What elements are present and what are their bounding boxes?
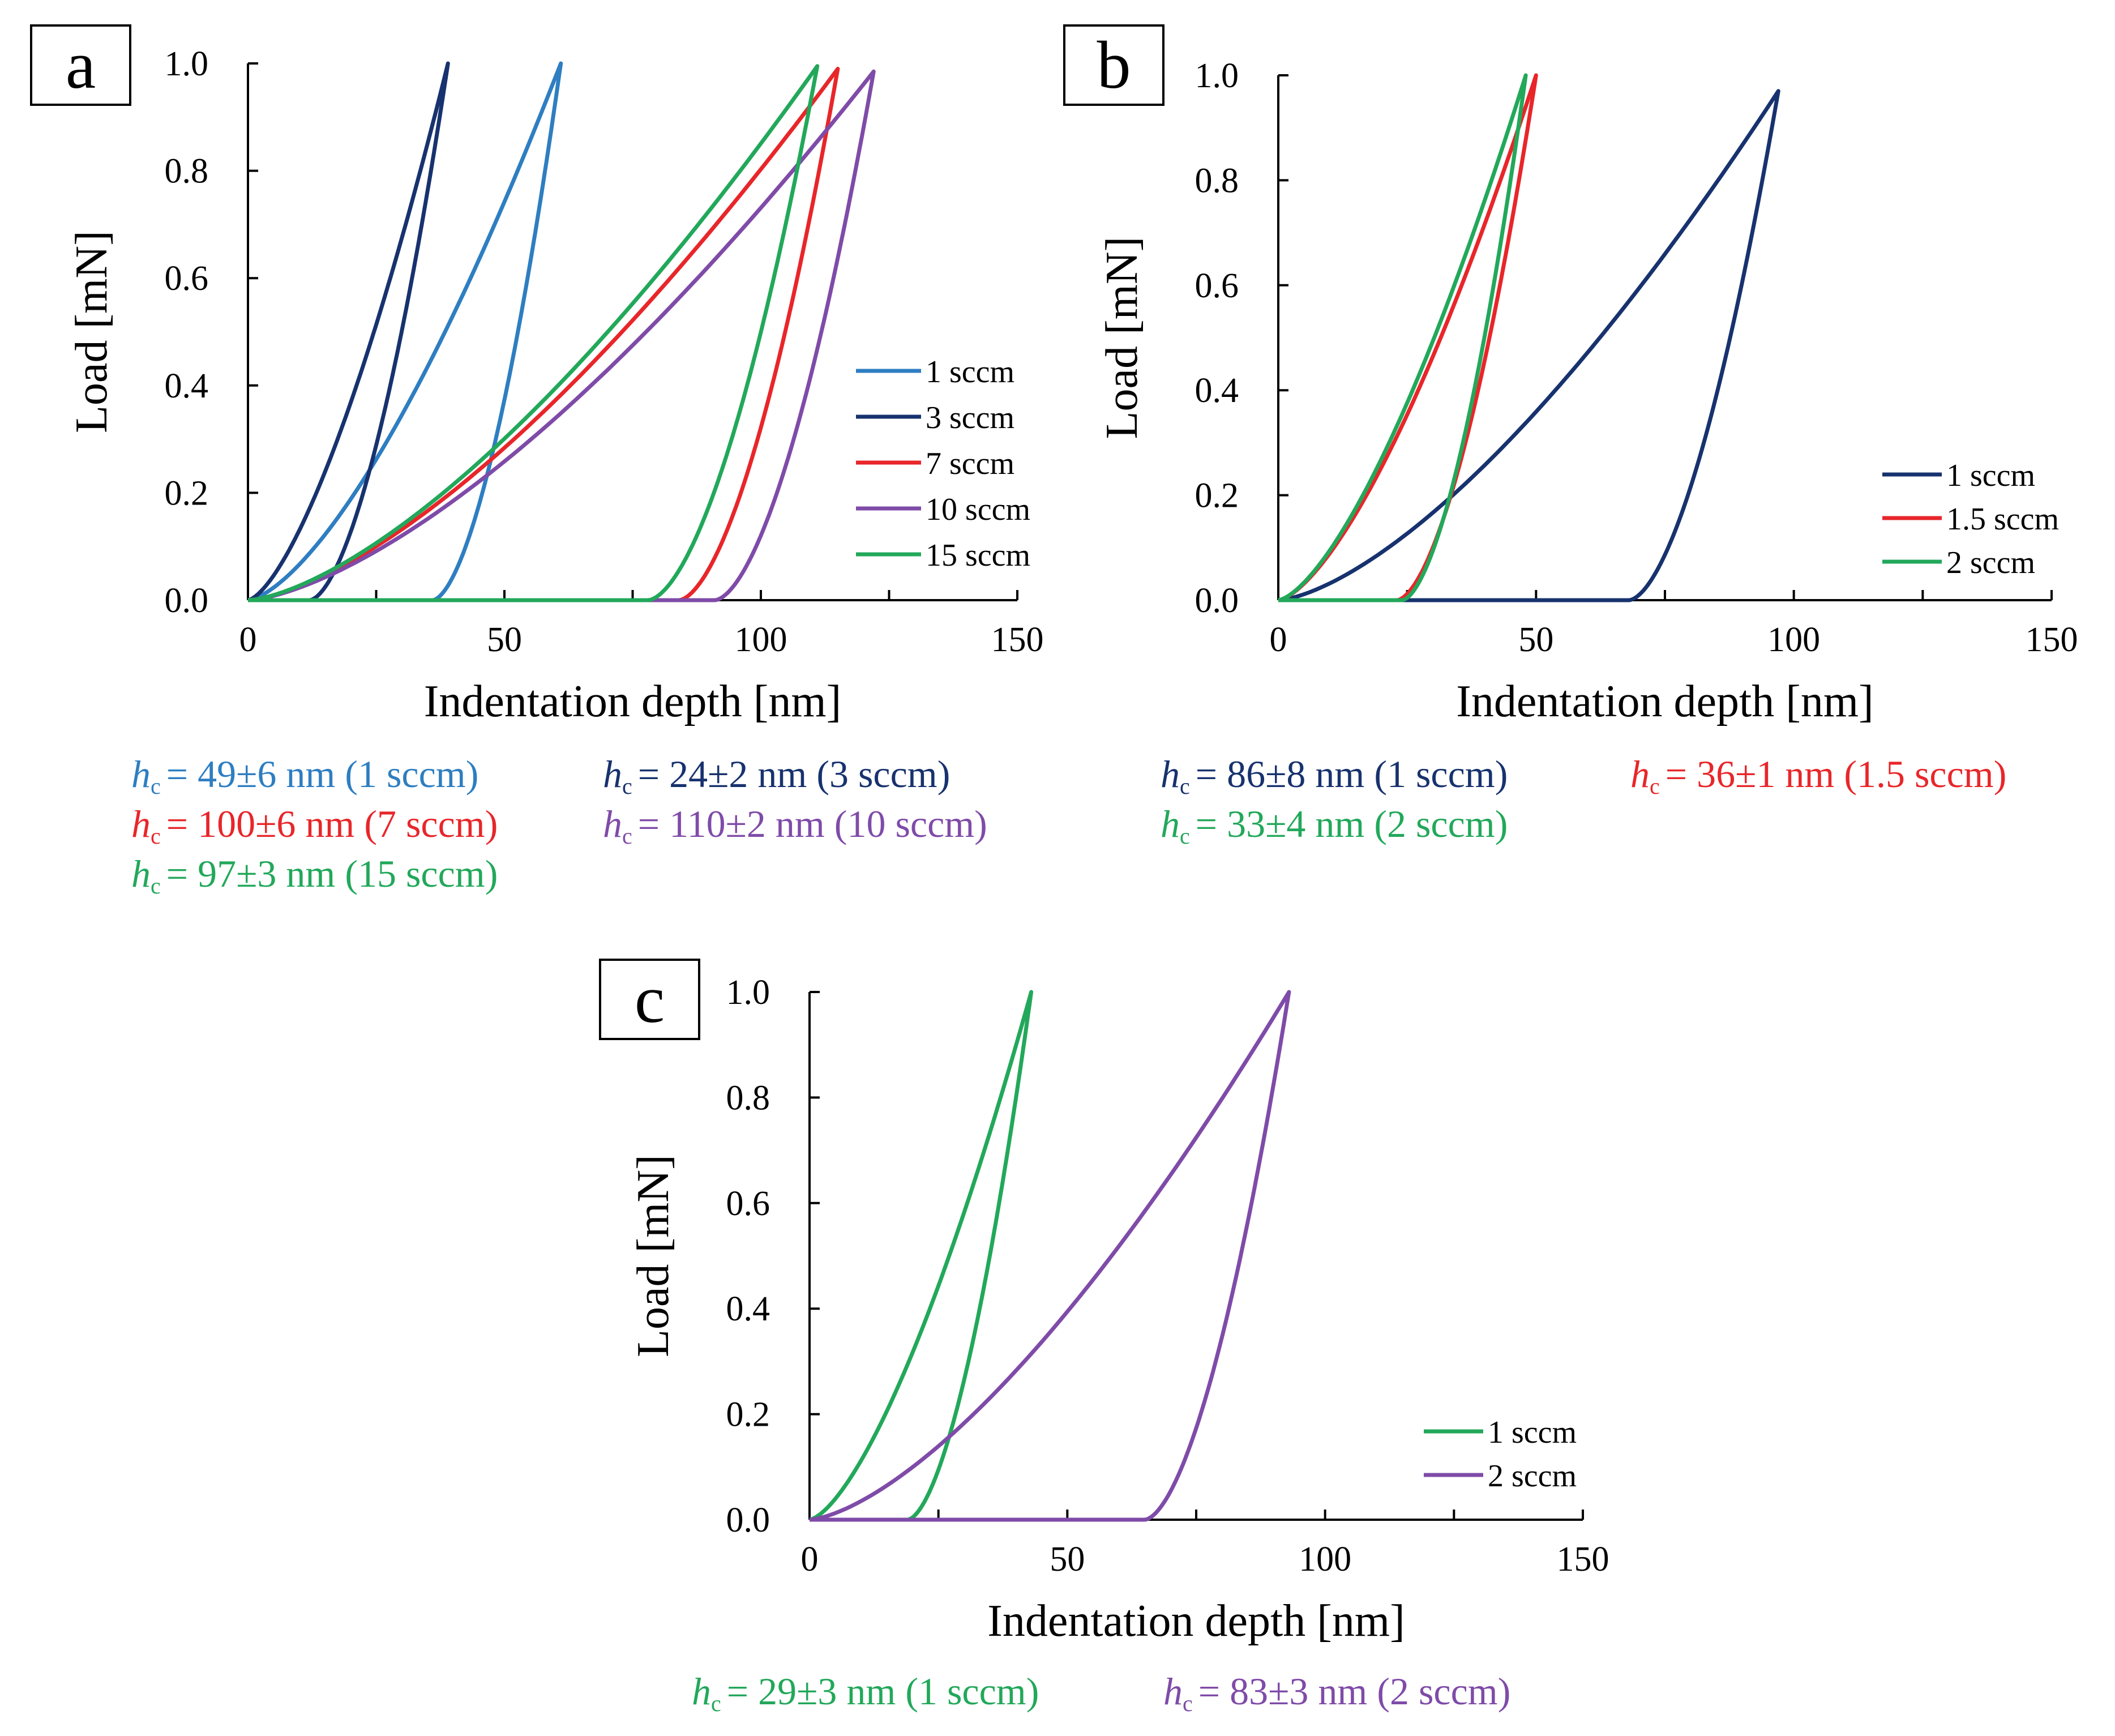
y-tick-label: 0.6 bbox=[165, 259, 209, 298]
series-line-1-sccm bbox=[809, 990, 1034, 1522]
hc-annotation: hc = 100±6 nm (7 sccm) bbox=[131, 802, 498, 849]
y-tick-label: 0.4 bbox=[726, 1290, 770, 1328]
hc-annotation: hc = 110±2 nm (10 sccm) bbox=[603, 802, 987, 849]
y-tick-label: 0.2 bbox=[1195, 477, 1239, 515]
y-tick-label: 0.6 bbox=[1195, 267, 1239, 305]
hc-annotation: hc = 29±3 nm (1 sccm) bbox=[692, 1670, 1039, 1716]
legend-label: 1 sccm bbox=[926, 354, 1014, 390]
x-tick-label: 100 bbox=[735, 621, 787, 659]
hc-annotation: hc = 49±6 nm (1 sccm) bbox=[131, 752, 478, 799]
y-axis-title: Load [mN] bbox=[67, 230, 117, 433]
panel-letter: c bbox=[635, 961, 665, 1037]
x-tick-label: 100 bbox=[1299, 1540, 1351, 1579]
hc-annotations: hc = 49±6 nm (1 sccm) hc = 24±2 nm (3 sccm)… bbox=[131, 752, 2006, 1716]
series-line-7-sccm bbox=[247, 67, 840, 602]
x-tick-label: 150 bbox=[991, 621, 1044, 659]
y-tick-label: 0.8 bbox=[726, 1079, 770, 1117]
y-axis-title: Load [mN] bbox=[628, 1155, 678, 1357]
hc-annotation: hc = 83±3 nm (2 sccm) bbox=[1163, 1670, 1510, 1716]
legend-label: 10 sccm bbox=[926, 492, 1030, 527]
y-tick-label: 0.8 bbox=[165, 152, 209, 191]
y-axis-title: Load [mN] bbox=[1097, 237, 1147, 439]
y-tick-label: 0.2 bbox=[726, 1396, 770, 1434]
x-axis-title: Indentation depth [nm] bbox=[1456, 677, 1874, 726]
panel-letter: a bbox=[66, 27, 96, 102]
series-line-15-sccm bbox=[247, 64, 820, 602]
panel-a: a 0 50 100 150 0.0 0.2 0.4 0.6 0.8 1.0 Indentation … bbox=[30, 24, 1044, 726]
y-tick-label: 0.6 bbox=[726, 1185, 770, 1223]
legend-label: 1 sccm bbox=[1488, 1415, 1577, 1450]
y-tick-label: 1.0 bbox=[165, 45, 209, 83]
series-line-1-sccm bbox=[247, 61, 563, 602]
x-tick-label: 0 bbox=[239, 621, 257, 659]
x-tick-label: 50 bbox=[1518, 621, 1553, 659]
legend-label: 3 sccm bbox=[926, 400, 1014, 435]
legend-label: 15 sccm bbox=[926, 538, 1030, 573]
x-tick-label: 0 bbox=[801, 1540, 819, 1579]
x-tick-label: 150 bbox=[2026, 621, 2078, 659]
panel-b: b 0 50 100 150 0.0 0.2 0.4 0.6 0.8 1.0 Indentation … bbox=[1063, 24, 2078, 726]
panel-letter-box bbox=[30, 24, 131, 106]
hc-annotation: hc = 24±2 nm (3 sccm) bbox=[603, 752, 950, 799]
panel-c: c 0 50 100 150 0.0 0.2 0.4 0.6 0.8 1.0 Indentation … bbox=[599, 959, 1609, 1646]
x-tick-label: 150 bbox=[1557, 1540, 1609, 1579]
hc-annotation: hc = 36±1 nm (1.5 sccm) bbox=[1630, 752, 2006, 799]
y-tick-label: 0.8 bbox=[1195, 161, 1239, 200]
legend-label: 2 sccm bbox=[1946, 545, 2035, 580]
y-tick-label: 0.0 bbox=[165, 581, 209, 620]
legend-label: 2 sccm bbox=[1488, 1459, 1577, 1494]
legend-label: 1 sccm bbox=[1946, 458, 2035, 493]
hc-annotation: hc = 86±8 nm (1 sccm) bbox=[1161, 752, 1508, 799]
panel-letter: b bbox=[1097, 27, 1131, 102]
x-tick-label: 0 bbox=[1270, 621, 1287, 659]
x-tick-label: 50 bbox=[1050, 1540, 1085, 1579]
series-line-2-sccm bbox=[1278, 73, 1528, 602]
y-tick-label: 0.4 bbox=[1195, 371, 1239, 410]
hc-annotation: hc = 33±4 nm (2 sccm) bbox=[1161, 802, 1508, 849]
y-tick-label: 0.2 bbox=[165, 474, 209, 512]
legend-label: 7 sccm bbox=[926, 446, 1014, 481]
x-tick-label: 100 bbox=[1767, 621, 1820, 659]
x-axis-title: Indentation depth [nm] bbox=[424, 677, 842, 726]
y-tick-label: 1.0 bbox=[1195, 57, 1239, 95]
series-line-1-sccm bbox=[1278, 89, 1780, 602]
legend-label: 1.5 sccm bbox=[1946, 502, 2059, 537]
x-tick-label: 50 bbox=[487, 621, 522, 659]
panel-letter-box bbox=[1063, 24, 1164, 106]
series-line-3-sccm bbox=[247, 61, 450, 602]
x-axis-title: Indentation depth [nm] bbox=[987, 1596, 1405, 1646]
series-line-2-sccm bbox=[809, 990, 1291, 1522]
y-tick-label: 1.0 bbox=[726, 973, 770, 1012]
series-line-10-sccm bbox=[247, 69, 876, 602]
panel-letter-box bbox=[599, 959, 700, 1040]
y-tick-label: 0.4 bbox=[165, 367, 209, 405]
y-tick-label: 0.0 bbox=[726, 1501, 770, 1540]
hc-annotation: hc = 97±3 nm (15 sccm) bbox=[131, 852, 498, 899]
y-tick-label: 0.0 bbox=[1195, 581, 1239, 620]
